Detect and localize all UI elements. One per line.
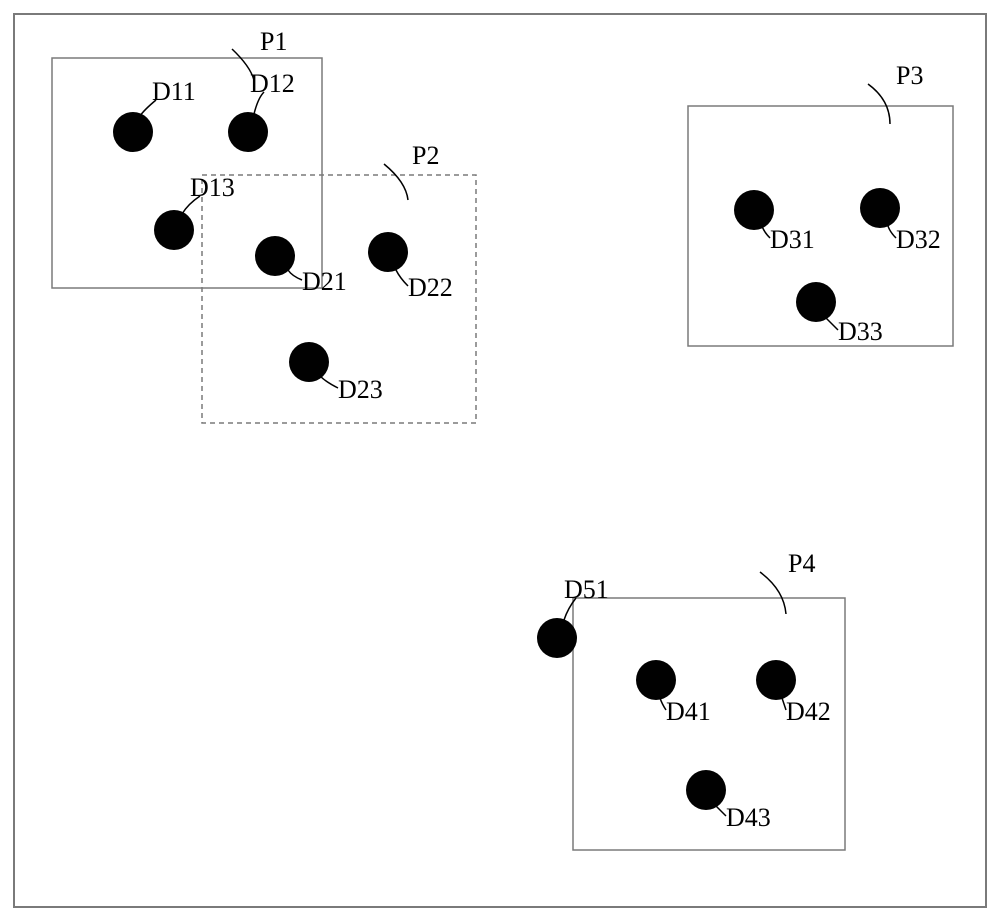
dot-label-d42: D42: [786, 697, 831, 726]
leader-p2: [384, 164, 408, 200]
dot-d31: [734, 190, 774, 230]
group-label-p3: P3: [896, 61, 923, 90]
dot-label-d43: D43: [726, 803, 771, 832]
dot-d51: [537, 618, 577, 658]
group-label-p4: P4: [788, 549, 815, 578]
dot-label-d23: D23: [338, 375, 383, 404]
dot-d41: [636, 660, 676, 700]
leader-p4: [760, 572, 786, 614]
dot-label-d31: D31: [770, 225, 815, 254]
leader-p3: [868, 84, 890, 124]
dot-label-d51: D51: [564, 575, 609, 604]
dot-label-d33: D33: [838, 317, 883, 346]
leader-d32: [888, 226, 896, 238]
group-label-p2: P2: [412, 141, 439, 170]
dot-d32: [860, 188, 900, 228]
dot-d13: [154, 210, 194, 250]
dot-label-d11: D11: [152, 77, 196, 106]
dot-d12: [228, 112, 268, 152]
dot-d23: [289, 342, 329, 382]
dot-label-d13: D13: [190, 173, 235, 202]
dot-label-d22: D22: [408, 273, 453, 302]
dot-label-d41: D41: [666, 697, 711, 726]
leader-d31: [762, 226, 770, 238]
group-label-p1: P1: [260, 27, 287, 56]
leader-d43: [716, 806, 726, 816]
dot-d22: [368, 232, 408, 272]
leader-d22: [396, 270, 408, 286]
leader-d33: [826, 318, 838, 330]
dot-label-d32: D32: [896, 225, 941, 254]
dot-d33: [796, 282, 836, 322]
dot-d11: [113, 112, 153, 152]
outer-frame: [14, 14, 986, 907]
leader-d23: [320, 376, 338, 388]
dot-label-d21: D21: [302, 267, 347, 296]
dot-d21: [255, 236, 295, 276]
dot-label-d12: D12: [250, 69, 295, 98]
leader-d21: [288, 270, 302, 280]
dot-d42: [756, 660, 796, 700]
dot-d43: [686, 770, 726, 810]
diagram-canvas: P1 P2 P3 P4 D11 D12 D13 D21 D22 D23 D31 D32 D33 D41 D4…: [0, 0, 1000, 921]
